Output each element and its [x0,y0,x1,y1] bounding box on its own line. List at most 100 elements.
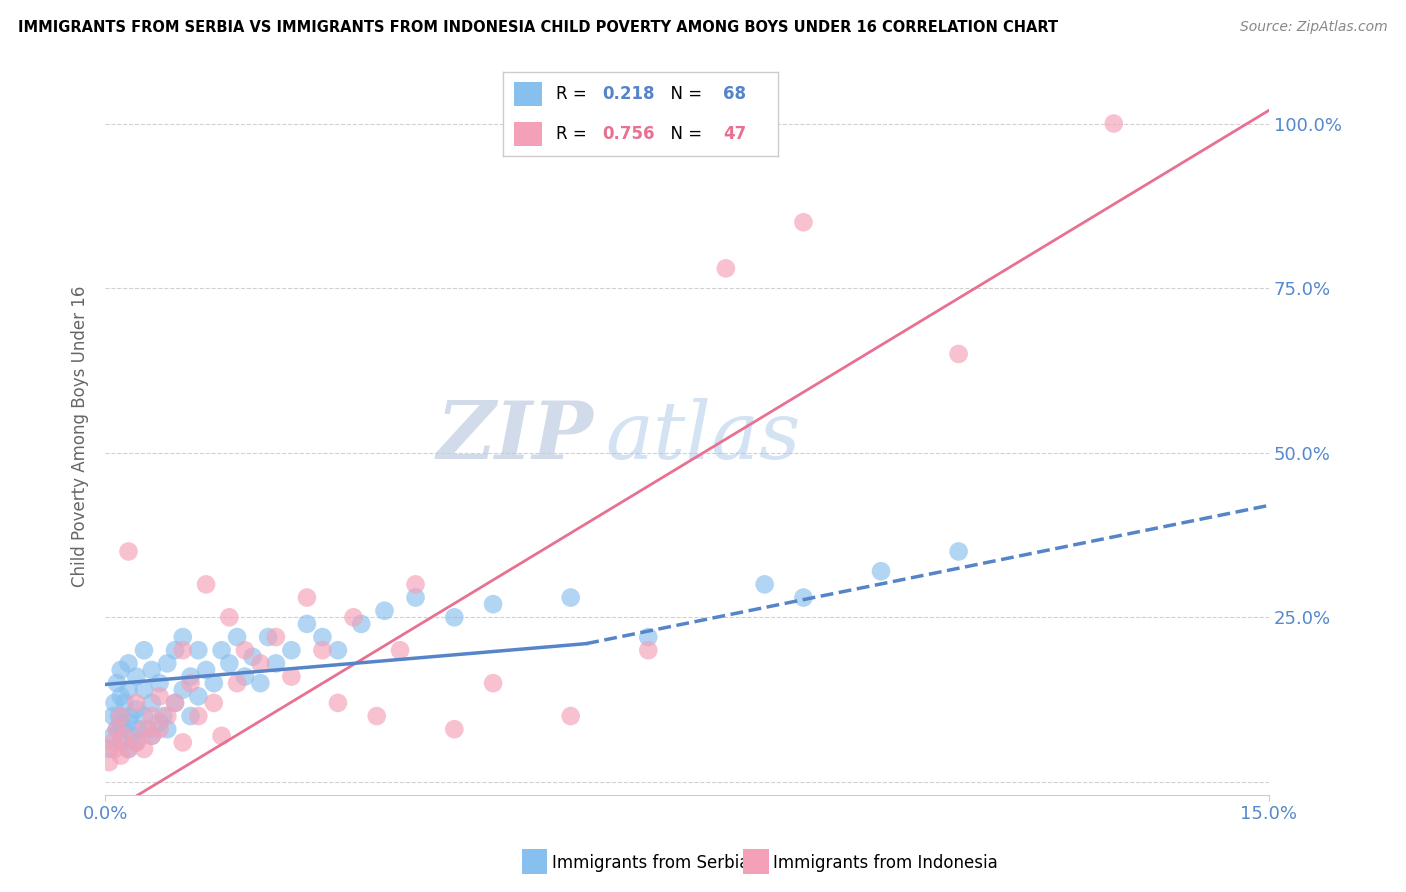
Point [180,669,202,683]
Text: 68: 68 [723,85,745,103]
Point [103,742,125,756]
Point [132,742,155,756]
Text: Source: ZipAtlas.com: Source: ZipAtlas.com [1240,20,1388,34]
Text: 0.218: 0.218 [602,85,655,103]
Point [141,709,163,723]
Point [172,643,194,657]
Point [948,347,970,361]
Point [280,669,302,683]
Point [792,591,814,605]
Point [163,696,186,710]
Point [101,709,124,723]
Point [114,729,136,743]
Point [105,676,128,690]
Point [110,663,132,677]
Point [311,630,333,644]
Point [350,616,373,631]
Point [110,690,132,704]
Point [187,709,209,723]
Text: Immigrants from Indonesia: Immigrants from Indonesia [773,855,997,872]
Point [141,663,163,677]
Text: N =: N = [659,85,707,103]
Point [103,696,125,710]
Point [249,676,271,690]
Point [148,723,170,737]
Bar [515,122,541,146]
Point [101,735,124,749]
Point [98,755,121,769]
Point [125,735,148,749]
Point [141,729,163,743]
Point [226,630,249,644]
Point [117,682,139,697]
Point [101,729,124,743]
Text: IMMIGRANTS FROM SERBIA VS IMMIGRANTS FROM INDONESIA CHILD POVERTY AMONG BOYS UND: IMMIGRANTS FROM SERBIA VS IMMIGRANTS FRO… [18,20,1059,35]
Point [249,657,271,671]
Point [264,630,287,644]
Point [132,709,155,723]
Point [560,709,582,723]
Point [117,742,139,756]
Point [637,643,659,657]
Point [163,696,186,710]
Point [280,643,302,657]
Text: R =: R = [555,85,592,103]
Point [132,723,155,737]
Y-axis label: Child Poverty Among Boys Under 16: Child Poverty Among Boys Under 16 [72,285,89,587]
Point [111,723,134,737]
Point [127,723,149,737]
Point [148,676,170,690]
Text: 0.756: 0.756 [602,126,655,144]
Point [211,643,233,657]
Point [125,735,148,749]
Point [114,696,136,710]
Point [110,735,132,749]
Point [560,591,582,605]
Point [195,663,218,677]
Point [105,723,128,737]
Point [389,643,412,657]
Text: R =: R = [555,126,592,144]
Point [405,577,427,591]
Point [117,544,139,558]
Point [105,723,128,737]
Point [110,709,132,723]
Text: Immigrants from Serbia: Immigrants from Serbia [551,855,749,872]
Point [132,682,155,697]
Point [156,657,179,671]
Text: 47: 47 [723,126,747,144]
Point [98,742,121,756]
Point [226,676,249,690]
Point [326,643,349,657]
Point [443,610,465,624]
Point [180,676,202,690]
Point [242,649,264,664]
Point [117,715,139,730]
Point [125,702,148,716]
Point [163,643,186,657]
Point [405,591,427,605]
Text: N =: N = [659,126,707,144]
Point [117,742,139,756]
Point [311,643,333,657]
Point [121,729,143,743]
Point [141,729,163,743]
Point [257,630,280,644]
Point [218,610,240,624]
Point [870,564,893,578]
Point [195,577,218,591]
Point [141,696,163,710]
Point [180,709,202,723]
Point [366,709,388,723]
Point [948,544,970,558]
Point [714,261,737,276]
Point [187,643,209,657]
Point [482,597,505,611]
Point [187,690,209,704]
Point [233,643,256,657]
Point [295,616,318,631]
Point [110,715,132,730]
Point [125,669,148,683]
Point [125,696,148,710]
Point [295,591,318,605]
